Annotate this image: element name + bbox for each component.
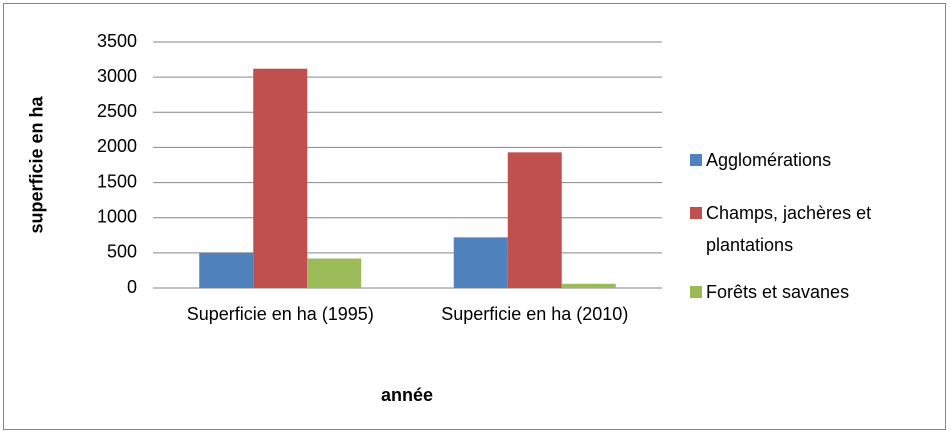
bar <box>561 283 616 288</box>
y-tick-label: 2000 <box>97 136 137 156</box>
y-tick-label: 0 <box>127 277 137 297</box>
y-tick-label: 500 <box>107 242 137 262</box>
legend-label: Agglomérations <box>706 150 832 170</box>
y-tick-label: 1000 <box>97 206 137 226</box>
legend-swatch <box>690 286 702 298</box>
bar <box>307 258 362 288</box>
x-axis-title: année <box>380 385 434 405</box>
bar <box>453 237 508 288</box>
legend-label: Champs, jachères et plantations <box>706 203 872 255</box>
x-tick-label: Superficie en ha (2010) <box>441 304 629 324</box>
bar <box>507 152 562 288</box>
bar <box>199 252 254 288</box>
y-tick-label: 2500 <box>97 101 137 121</box>
legend-swatch <box>690 207 702 219</box>
x-tick-label: Superficie en ha (1995) <box>186 304 374 324</box>
legend-label: Forêts et savanes <box>706 282 850 302</box>
y-tick-label: 3500 <box>97 31 137 51</box>
y-tick-label: 1500 <box>97 171 137 191</box>
y-axis-title: superficie en ha <box>26 96 47 234</box>
y-tick-label: 3000 <box>97 66 137 86</box>
bar <box>253 68 308 288</box>
legend-swatch <box>690 154 702 166</box>
chart-border <box>3 3 946 430</box>
